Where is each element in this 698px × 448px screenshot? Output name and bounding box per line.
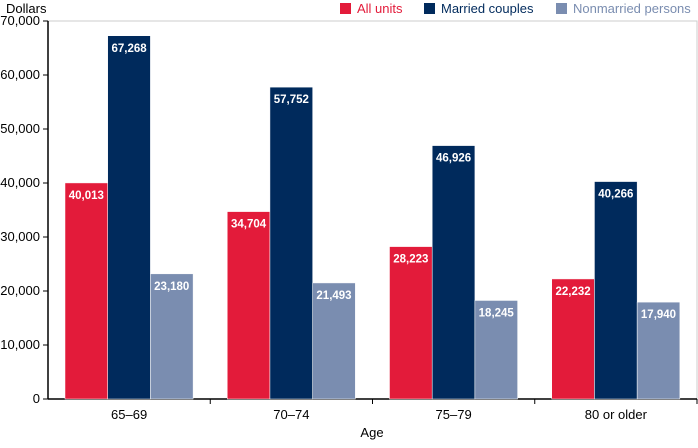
bar [312,282,356,400]
legend-swatch [424,3,435,14]
data-label: 67,268 [111,43,147,55]
y-tick-label: 20,000 [0,283,40,298]
y-tick-label: 10,000 [0,337,40,352]
data-label: 46,926 [436,153,471,165]
legend-label: All units [357,1,403,16]
bar [64,182,108,400]
data-label: 40,013 [69,190,104,202]
legend-swatch [556,3,567,14]
legend-swatch [340,3,351,14]
x-tick-label: 80 or older [585,407,648,422]
data-label: 40,266 [598,189,633,201]
bar [551,278,595,400]
y-tick-label: 50,000 [0,121,40,136]
y-tick-label: 0 [33,391,40,406]
bar [389,246,433,400]
bar [227,211,271,400]
x-tick-label: 65–69 [111,407,147,422]
y-tick-label: 60,000 [0,67,40,82]
x-tick-label: 70–74 [273,407,309,422]
y-tick-label: 40,000 [0,175,40,190]
data-label: 21,493 [316,290,351,302]
data-label: 34,704 [231,219,267,231]
data-label: 18,245 [479,307,515,319]
x-axis-label: Age [360,425,383,440]
bar [594,181,638,400]
data-label: 28,223 [393,254,428,266]
y-tick-label: 70,000 [0,13,40,28]
data-label: 17,940 [641,309,676,321]
y-tick-label: 30,000 [0,229,40,244]
data-label: 57,752 [274,94,309,106]
bar [636,301,681,400]
data-label: 23,180 [154,281,189,293]
data-label: 22,232 [556,286,591,298]
legend-label: Married couples [441,1,534,16]
y-axis-label: Dollars [6,1,47,16]
bar [431,145,476,400]
x-tick-label: 75–79 [436,407,472,422]
bar [107,35,151,400]
legend-label: Nonmarried persons [573,1,691,16]
bar [474,300,518,400]
bar [150,273,194,400]
bar [269,86,313,400]
